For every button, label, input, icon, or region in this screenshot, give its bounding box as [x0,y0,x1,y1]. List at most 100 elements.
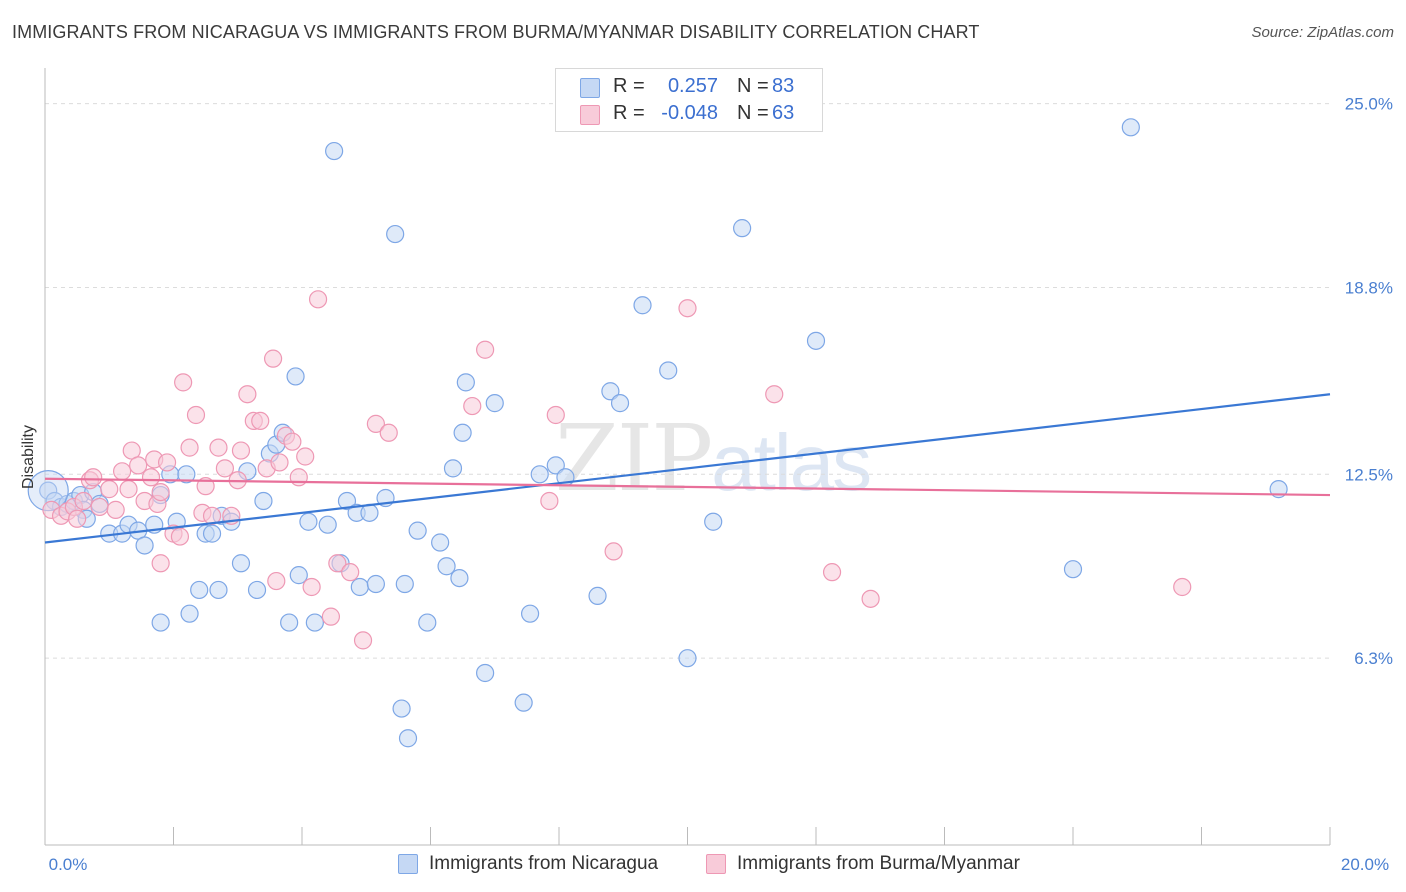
burma-point [209,438,228,457]
nicaragua-point [318,515,337,534]
nicaragua-point [514,693,533,712]
legend-n-value: 63 [772,102,795,124]
nicaragua-point [476,663,495,683]
burma-point [463,396,482,416]
legend-r-label: R = [613,75,645,97]
nicaragua-point [254,491,273,511]
legend-swatch-burma [580,105,600,125]
nicaragua-point [733,219,752,238]
burma-point [296,447,315,466]
watermark: ZIPatlas [555,405,872,512]
legend-r-value: 0.257 [667,75,718,97]
burma-point [540,491,559,511]
nicaragua-point [1121,118,1140,137]
burma-point [283,432,302,451]
nicaragua-point [601,382,620,401]
chart-title: IMMIGRANTS FROM NICARAGUA VS IMMIGRANTS … [12,22,980,42]
nicaragua-point [443,459,463,478]
series-burma-points [42,290,1192,650]
nicaragua-point [202,524,222,543]
burma-point [302,577,321,597]
nicaragua-point [408,521,427,540]
nicaragua-point [485,394,504,413]
burma-point [68,509,87,528]
nicaragua-point [418,613,437,632]
nicaragua-point [453,423,472,442]
burma-point [106,500,125,519]
nicaragua-point [450,568,469,588]
nicaragua-point [610,394,630,413]
burma-point [353,631,373,650]
nicaragua-point [386,224,405,244]
burma-point [270,453,289,472]
axes [44,68,1331,846]
y-tick-label: 18.8% [1345,278,1393,297]
burma-point [251,411,270,431]
nicaragua-point [305,613,324,632]
burma-point [129,456,148,475]
y-tick-label: 12.5% [1345,465,1393,484]
burma-point [90,497,109,517]
burma-point [476,340,495,359]
burma-point [151,554,170,573]
burma-point [289,468,308,487]
burma-point [112,462,132,481]
burma-point [215,459,234,478]
nicaragua-point [280,613,299,632]
burma-point [263,349,283,368]
y-axis-title: Disability [20,425,37,489]
burma-point [822,563,842,582]
nicaragua-point [299,512,318,531]
watermark-zip: ZIP [555,405,713,512]
nicaragua-point [704,512,723,531]
burma-point [366,414,385,433]
burma-point [141,468,161,487]
burma-point [546,405,565,425]
legend-row-burma: R = -0.048 N = 63 [556,101,822,127]
burma-point [308,290,328,309]
burma-point [678,299,697,318]
legend-swatch-nicaragua [580,78,600,98]
nicaragua-point [151,613,170,632]
nicaragua-point [289,566,308,585]
x-tick-label-max: 20.0% [1341,855,1389,874]
nicaragua-point [659,361,678,380]
nicaragua-point [806,331,826,350]
bottom-legend-label: Immigrants from Burma/Myanmar [737,853,1020,874]
burma-point [157,453,177,472]
burma-point [119,480,138,499]
legend-n-label: N = [737,102,769,124]
bottom-legend-swatch-nicaragua [398,854,418,874]
nicaragua-point [456,373,475,392]
series-nicaragua-points [27,118,1288,748]
legend-r-label: R = [613,102,645,124]
trend-line-burma [44,477,1331,497]
nicaragua-point [520,604,540,623]
nicaragua-point [180,604,199,623]
burma-point [765,385,784,404]
legend-n-value: 83 [772,75,795,97]
nicaragua-point [366,574,385,594]
nicaragua-point [337,491,357,511]
nicaragua-point [546,456,565,475]
nicaragua-point [135,536,154,555]
nicaragua-point [678,649,697,668]
x-tick-label-min: 0.0% [49,855,88,874]
nicaragua-point [431,533,450,552]
y-tick-label: 6.3% [1354,649,1393,668]
burma-point [341,563,360,582]
burma-point [267,571,286,591]
nicaragua-point [588,586,607,605]
burma-point [84,468,103,487]
nicaragua-point [633,296,652,315]
burma-point [861,589,880,608]
trend-lines [44,393,1331,544]
nicaragua-point [209,580,228,600]
burma-point [231,441,251,460]
burma-point [170,527,190,546]
nicaragua-point [437,557,456,576]
legend-r-value: -0.048 [661,102,718,124]
nicaragua-point [398,729,418,748]
burma-point [151,482,170,502]
